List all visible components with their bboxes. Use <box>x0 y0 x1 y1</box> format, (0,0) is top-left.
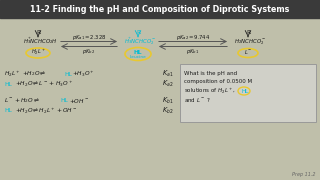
Bar <box>180 64 316 122</box>
Text: $\mathit{H_3NCHCO_2H}$: $\mathit{H_3NCHCO_2H}$ <box>23 38 57 46</box>
Text: $H_2L^+$: $H_2L^+$ <box>4 69 21 79</box>
Text: R: R <box>136 30 140 35</box>
Text: $H_2L^+$: $H_2L^+$ <box>30 48 45 57</box>
Text: Leucine: Leucine <box>130 55 147 59</box>
Text: $+ H_2O \rightleftharpoons L^- + H_3O^+$: $+ H_2O \rightleftharpoons L^- + H_3O^+$ <box>15 79 73 89</box>
Text: $K_{a1}$: $K_{a1}$ <box>162 69 173 79</box>
Text: HL: HL <box>4 82 12 87</box>
Text: HL: HL <box>60 98 68 104</box>
Text: $+ H_2O \rightleftharpoons$: $+ H_2O \rightleftharpoons$ <box>22 70 46 78</box>
Text: $\mathit{H_2NCHCO_2^-}$: $\mathit{H_2NCHCO_2^-}$ <box>234 37 266 47</box>
Text: HL: HL <box>134 50 142 55</box>
Text: $+ OH^-$: $+ OH^-$ <box>69 97 89 105</box>
Text: $^+$: $^+$ <box>127 37 132 42</box>
Text: $+ H_3O^+$: $+ H_3O^+$ <box>72 69 95 79</box>
Text: $pK_{a2}=9.744$: $pK_{a2}=9.744$ <box>176 33 210 42</box>
Text: and $L^-$ ?: and $L^-$ ? <box>184 96 211 104</box>
Text: Prep 11.2: Prep 11.2 <box>292 172 316 177</box>
Text: $K_{b2}$: $K_{b2}$ <box>162 106 173 116</box>
Text: HL,: HL, <box>241 89 250 93</box>
Text: $L^- + H_2O \rightleftharpoons$: $L^- + H_2O \rightleftharpoons$ <box>4 97 40 105</box>
Text: $K_{a2}$: $K_{a2}$ <box>162 79 173 89</box>
Text: $pK_{b2}$: $pK_{b2}$ <box>83 46 96 55</box>
Text: R: R <box>36 30 40 35</box>
Text: $+ H_2O \rightleftharpoons H_2L^+ + OH^-$: $+ H_2O \rightleftharpoons H_2L^+ + OH^-… <box>15 106 77 116</box>
Text: $K_{b1}$: $K_{b1}$ <box>162 96 173 106</box>
Text: $L^-$: $L^-$ <box>244 48 252 57</box>
Text: HL: HL <box>4 109 12 114</box>
Text: $^+$: $^+$ <box>28 37 33 42</box>
Text: R: R <box>246 30 250 35</box>
Bar <box>0 0 320 18</box>
Text: $pK_{a1}=2.328$: $pK_{a1}=2.328$ <box>72 33 106 42</box>
Text: $\mathit{H_3NCHCO_2^-}$: $\mathit{H_3NCHCO_2^-}$ <box>124 37 156 47</box>
Text: $pK_{b1}$: $pK_{b1}$ <box>186 46 200 55</box>
Text: HL: HL <box>64 71 72 76</box>
Text: What is the pH and: What is the pH and <box>184 71 237 75</box>
Text: 11-2 Finding the pH and Composition of Diprotic Systems: 11-2 Finding the pH and Composition of D… <box>30 4 290 14</box>
Text: solutions of $H_2L^+$,: solutions of $H_2L^+$, <box>184 86 236 96</box>
Text: composition of 0.0500 M: composition of 0.0500 M <box>184 80 252 84</box>
